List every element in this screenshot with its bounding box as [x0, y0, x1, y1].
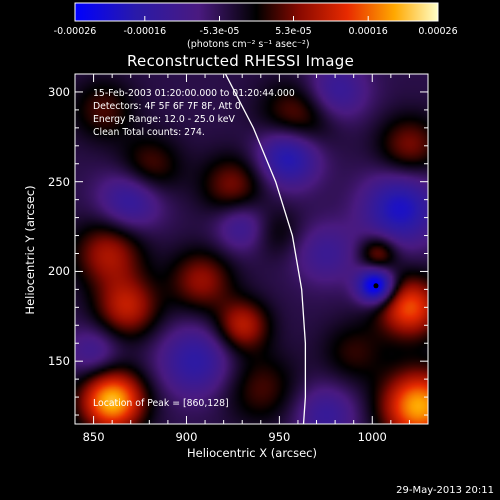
heatmap-image [75, 74, 428, 424]
annotation-clean-counts: Clean Total counts: 274. [93, 127, 205, 138]
x-tick-label: 900 [175, 430, 198, 444]
footer-date: 29-May-2013 20:11 [396, 485, 494, 496]
colorbar-tick-label: 0.00026 [418, 26, 458, 37]
peak-marker [373, 283, 379, 289]
annotation-detectors: Detectors: 4F 5F 6F 7F 8F, Att 0 [93, 101, 241, 112]
plot-frame [74, 73, 429, 425]
y-tick-label: 200 [48, 264, 70, 279]
colorbar [74, 2, 439, 22]
colorbar-tick-label: 0.00016 [348, 26, 388, 37]
annotation-energy-range: Energy Range: 12.0 - 25.0 keV [93, 114, 235, 125]
colorbar-ticks [74, 16, 439, 21]
annotation-time-range: 15-Feb-2003 01:20:00.000 to 01:20:44.000 [93, 88, 295, 99]
colorbar-tick-label: -0.00026 [53, 26, 97, 37]
colorbar-tick-label: -0.00016 [123, 26, 167, 37]
axis-ticks [75, 73, 429, 424]
solar-limb-curve [224, 74, 307, 424]
x-tick-label: 950 [268, 430, 291, 444]
y-tick-label: 150 [48, 354, 70, 369]
colorbar-gradient [74, 2, 439, 22]
y-axis-label: Heliocentric Y (arcsec) [23, 185, 37, 315]
colorbar-tick-label: 5.3e-05 [275, 26, 312, 37]
colorbar-units-label: (photons cm⁻² s⁻¹ asec⁻²) [187, 39, 310, 50]
y-tick-label: 300 [48, 84, 70, 99]
x-tick-label: 850 [82, 430, 105, 444]
x-tick-label: 1000 [357, 430, 387, 444]
y-tick-label: 250 [48, 174, 70, 189]
x-axis-label: Heliocentric X (arcsec) [187, 446, 317, 460]
annotation-peak-location: Location of Peak = [860,128] [93, 398, 229, 409]
colorbar-tick-label: -5.3e-05 [199, 26, 240, 37]
chart-title: Reconstructed RHESSI Image [127, 52, 355, 70]
